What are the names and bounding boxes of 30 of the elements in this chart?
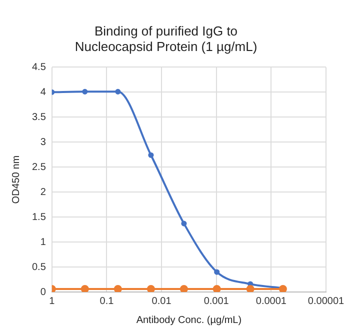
point <box>115 88 121 94</box>
x-tick-label: 0.00001 <box>308 296 345 307</box>
y-tick-label: 0.5 <box>32 262 46 273</box>
point <box>148 152 154 158</box>
y-tick-label: 1.5 <box>32 212 46 223</box>
y-axis-title: OD450 nm <box>10 155 22 204</box>
x-tick-label: 0.001 <box>204 296 230 307</box>
y-tick-label: 4.5 <box>32 62 46 73</box>
point <box>246 285 254 292</box>
x-tick-label: 0.01 <box>152 296 172 307</box>
chart-title: Binding of purified IgG to Nucleocapsid Protein (1 µg/mL) <box>74 23 258 54</box>
y-tick-label: 4 <box>40 86 46 98</box>
point <box>212 285 221 292</box>
y-tick-label: 2.5 <box>32 162 46 173</box>
y-tick-label: 1 <box>40 236 46 248</box>
x-tick-label: 1 <box>49 296 56 307</box>
point <box>82 88 88 94</box>
point <box>80 285 89 292</box>
y-tick-label: 3 <box>40 136 46 148</box>
x-tick-label: 0.1 <box>100 296 114 307</box>
x-axis-title: Antibody Conc. (µg/mL) <box>136 314 242 326</box>
x-tick-label: 0.0001 <box>256 296 287 307</box>
y-tick-label: 3.5 <box>32 112 46 123</box>
point <box>146 285 155 292</box>
point <box>114 285 122 292</box>
point <box>180 285 188 292</box>
point <box>214 269 220 275</box>
point <box>181 220 187 226</box>
y-tick-label: 0 <box>40 286 46 298</box>
y-tick-label: 2 <box>40 186 46 198</box>
